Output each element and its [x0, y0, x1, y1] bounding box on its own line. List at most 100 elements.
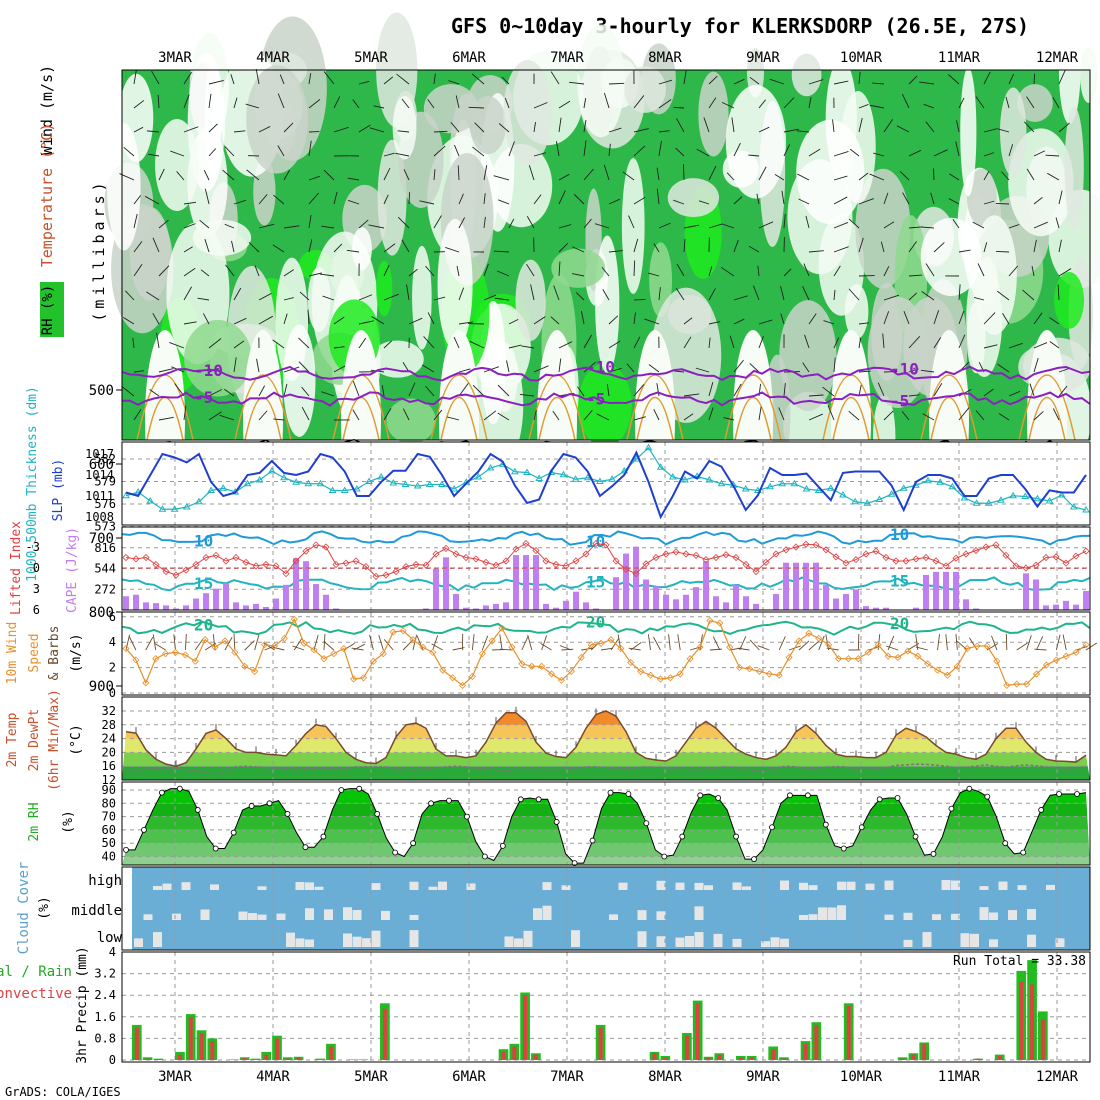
rh-patch — [352, 227, 372, 271]
cape-bar — [543, 603, 549, 610]
lifted-index-point — [742, 560, 750, 569]
wind-barb — [883, 192, 889, 205]
wind-speed-point — [607, 636, 615, 644]
wind-barb — [1029, 383, 1035, 397]
wind-barb — [778, 407, 785, 421]
cape-bar — [213, 588, 219, 610]
cape-bar — [1053, 604, 1059, 610]
thickness-point — [425, 480, 434, 487]
thickness-point — [875, 495, 884, 502]
rh-point — [194, 807, 201, 813]
wind-barb — [558, 224, 572, 229]
wind-barb — [858, 237, 864, 253]
wind-barb — [416, 635, 424, 651]
wind-barb — [908, 241, 917, 253]
wind-speed-point — [933, 666, 942, 674]
wind-barb — [658, 287, 661, 301]
wind-barb — [497, 412, 510, 421]
wind-barb — [258, 293, 272, 301]
temperature-tick-label: 20 — [102, 745, 116, 759]
wind-barb — [346, 249, 360, 253]
precip-convective-bar — [523, 995, 528, 1060]
rh-patch — [971, 215, 1017, 335]
rh-point — [948, 805, 955, 812]
wind-barb — [402, 639, 413, 651]
thickness-point — [255, 476, 264, 483]
precip-convective-bar — [706, 1057, 711, 1060]
wind-barb — [458, 287, 465, 301]
cloud-cell — [998, 881, 1008, 890]
isotherm-line — [121, 620, 1091, 636]
wind-barb — [151, 70, 160, 85]
wind-speed-point — [181, 651, 189, 659]
lifted-index-point — [622, 565, 630, 573]
wind-speed-point — [211, 643, 219, 651]
isotherm-line — [121, 530, 1090, 546]
wind-barb — [308, 73, 312, 85]
lifted-index-point — [362, 563, 370, 571]
wind-barb — [458, 217, 466, 229]
cloud-cell — [837, 905, 846, 920]
lifted-index-tick-label: -3 — [26, 540, 40, 554]
wind-barb — [808, 640, 820, 651]
wind-barb — [433, 169, 436, 181]
thickness-point — [863, 499, 872, 506]
precip-total-bar — [153, 1058, 164, 1060]
lifted-index-point — [762, 558, 770, 566]
wind-barb — [498, 199, 510, 205]
isotherm-25 — [430, 374, 488, 441]
thickness-point — [705, 476, 714, 483]
isotherm-label: 20 — [586, 613, 605, 632]
lifted-index-point — [1012, 562, 1020, 570]
cape-bar — [183, 605, 189, 610]
wind-speed-point — [805, 629, 813, 637]
isotherm-label: -10 — [890, 359, 919, 378]
cape-bar — [683, 594, 689, 610]
lifted-index-point — [982, 543, 990, 551]
wind-barb — [633, 95, 645, 109]
wind-barb — [774, 173, 785, 181]
wind-barb — [933, 337, 942, 349]
wind-barb — [224, 388, 235, 397]
cloud-cell — [846, 881, 856, 890]
thickness-point — [353, 485, 361, 492]
wind-barb — [948, 74, 960, 85]
rh-point — [338, 787, 345, 793]
cape-bar — [423, 608, 429, 610]
isotherm-label: 10 — [586, 532, 605, 551]
wind-barb — [647, 634, 651, 651]
date-label-bottom: 8MAR — [648, 1069, 682, 1085]
lifted-index-point — [992, 541, 1000, 549]
lifted-index-point — [772, 550, 780, 558]
wind-barb — [471, 73, 485, 85]
cape-bar — [313, 584, 319, 610]
wind-speed-point — [577, 653, 585, 662]
temp-label-2: 2m DewPt — [27, 709, 42, 772]
precip-total-bar — [347, 1059, 358, 1060]
precip-convective-bar — [997, 1055, 1002, 1060]
cloud-cell — [675, 882, 685, 890]
wind-barb — [569, 81, 585, 85]
wind-barb — [923, 103, 935, 109]
thickness-point — [984, 499, 993, 506]
isotherm-label: 15 — [890, 572, 909, 591]
wind-barb — [403, 169, 410, 181]
wind-barb — [519, 393, 535, 397]
wind-barb — [233, 97, 238, 109]
cloud-cell — [257, 886, 267, 890]
lifted-index-point — [172, 571, 180, 579]
wind-barb — [369, 127, 385, 133]
slp-line — [125, 450, 1087, 520]
lifted-index-point — [1022, 564, 1030, 572]
wind-barb — [601, 266, 610, 277]
wind-barb — [508, 218, 515, 229]
rh-patch — [307, 266, 331, 333]
thickness-point — [948, 482, 957, 490]
cloud-cell — [827, 907, 837, 920]
wind-barb — [726, 172, 735, 181]
wind-barb — [683, 70, 687, 85]
thickness-point — [195, 497, 203, 505]
wind-barb — [197, 297, 210, 301]
cloud-cell — [704, 885, 713, 890]
wind-barb — [322, 295, 335, 301]
